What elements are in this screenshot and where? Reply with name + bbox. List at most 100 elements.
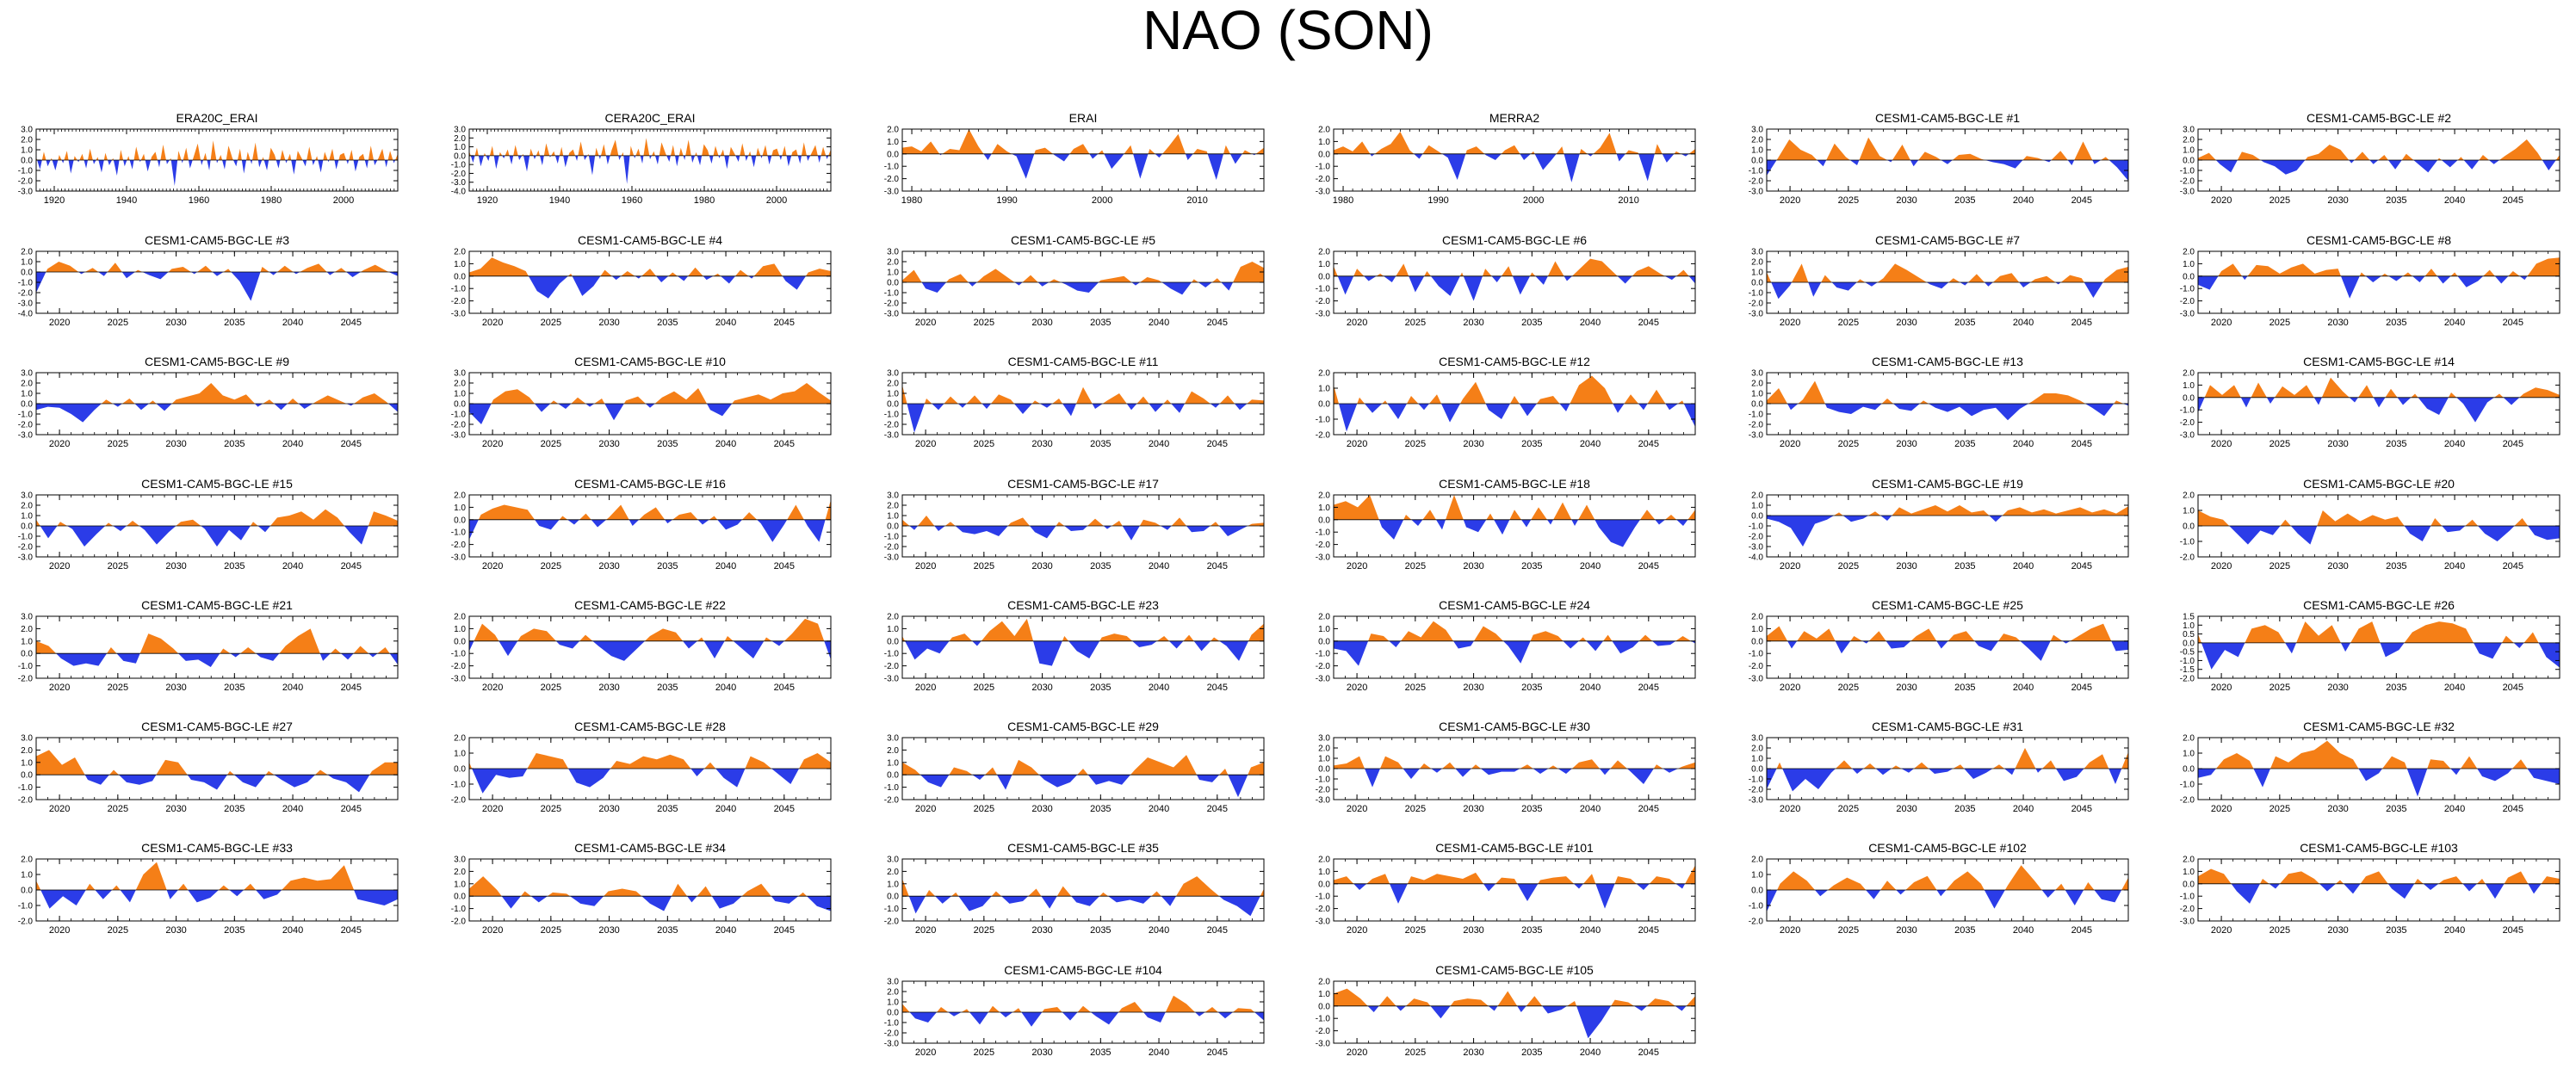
- x-tick-label: 2030: [165, 561, 186, 572]
- x-tick-label: 2025: [974, 318, 994, 328]
- x-tick-label: 2035: [2386, 925, 2406, 936]
- x-tick-label: 2030: [1031, 804, 1052, 814]
- y-tick-label: -1.5: [2180, 665, 2195, 675]
- x-tick-label: 2020: [2211, 318, 2232, 328]
- x-tick-label: 2035: [1954, 318, 1975, 328]
- panel-title: CESM1-CAM5-BGC-LE #105: [1435, 963, 1594, 977]
- y-tick-label: 0.0: [454, 637, 466, 646]
- positive-area: [478, 499, 831, 520]
- y-tick-label: -2.0: [2180, 297, 2195, 306]
- x-tick-label: 2040: [1149, 561, 1169, 572]
- y-tick-label: -1.0: [451, 905, 467, 914]
- x-tick-label: 2040: [2444, 439, 2465, 449]
- x-tick-label: 2035: [1954, 195, 1975, 206]
- y-tick-label: -2.0: [18, 177, 34, 187]
- panel-frame: [2197, 372, 2561, 436]
- figure-title: NAO (SON): [1142, 0, 1434, 61]
- x-tick-label: 2025: [974, 683, 994, 693]
- y-tick-label: -1.0: [1749, 289, 1764, 299]
- x-tick-label: 2045: [341, 804, 362, 814]
- y-tick-label: -2.0: [1316, 541, 1331, 550]
- positive-area: [36, 628, 398, 654]
- y-tick-label: 0.0: [1318, 637, 1330, 646]
- x-tick-label: 2045: [2071, 439, 2092, 449]
- y-tick-label: -2.0: [2180, 553, 2195, 563]
- x-tick-label: 2035: [224, 561, 245, 572]
- x-tick-label: 2030: [2327, 195, 2348, 206]
- nao-panel: CESM1-CAM5-BGC-LE #31 3.02.01.00.0-1.0-2.…: [1749, 720, 2129, 814]
- x-tick-label: 2030: [165, 318, 186, 328]
- y-tick-label: 2.0: [2183, 734, 2195, 744]
- y-tick-label: -2.0: [884, 1029, 900, 1039]
- x-tick-label: 2045: [1638, 683, 1659, 693]
- y-tick-label: 0.5: [2183, 630, 2195, 640]
- y-tick-label: 2.0: [887, 380, 899, 389]
- negative-area: [470, 155, 829, 184]
- positive-area: [2204, 377, 2560, 398]
- x-tick-label: 2025: [1838, 804, 1859, 814]
- y-tick-label: 1.0: [454, 260, 466, 269]
- nao-panel: CESM1-CAM5-BGC-LE #9 3.02.01.00.0-1.0-2.0…: [18, 355, 399, 449]
- y-tick-label: 1.0: [2183, 260, 2195, 269]
- negative-area: [1767, 282, 2128, 300]
- y-tick-label: 0.0: [1318, 516, 1330, 525]
- negative-area: [902, 526, 1264, 541]
- y-tick-label: 3.0: [454, 126, 466, 135]
- nao-panel: CESM1-CAM5-BGC-LE #35 3.0 2.0 1.0 0.0 -1.0 -2.…: [884, 841, 1265, 936]
- nao-panel: CESM1-CAM5-BGC-LE #32 2.0 1.0 0.0 -1.0 -2.0 20…: [2180, 720, 2561, 814]
- positive-area: [469, 753, 831, 769]
- negative-area: [36, 890, 398, 909]
- x-tick-label: 2035: [657, 683, 678, 693]
- y-tick-label: 1.0: [1751, 755, 1763, 764]
- negative-area: [1334, 640, 1695, 666]
- y-tick-label: -3.0: [884, 675, 900, 684]
- positive-area: [36, 262, 398, 272]
- panel-frame: [1333, 858, 1696, 922]
- positive-area: [1368, 621, 1692, 641]
- y-tick-label: -2.0: [1749, 421, 1764, 430]
- y-tick-label: -1.0: [18, 533, 34, 542]
- x-tick-label: 2045: [2503, 804, 2523, 814]
- x-tick-label: 2045: [2071, 195, 2092, 206]
- y-tick-label: 2.0: [887, 126, 899, 135]
- negative-area: [2198, 397, 2560, 423]
- x-tick-label: 2035: [224, 683, 245, 693]
- x-tick-label: 2000: [1523, 195, 1544, 206]
- y-tick-label: -1.0: [1316, 285, 1331, 294]
- x-tick-label: 2040: [2013, 925, 2034, 936]
- y-tick-label: 2.0: [454, 613, 466, 622]
- y-tick-label: 2.0: [1318, 248, 1330, 257]
- nao-panel: CESM1-CAM5-BGC-LE #25 2.0 1.0 0.0 -1.0 -2.0 -3…: [1749, 598, 2129, 693]
- y-tick-label: 0.0: [1751, 512, 1763, 522]
- x-tick-label: 2020: [482, 683, 503, 693]
- x-tick-label: 2000: [333, 195, 354, 206]
- y-tick-label: 1.0: [21, 758, 33, 768]
- x-tick-label: 2025: [1405, 804, 1426, 814]
- y-tick-label: -3.0: [884, 1040, 900, 1049]
- negative-area: [1370, 153, 1689, 182]
- y-tick-label: 2.0: [887, 613, 899, 622]
- y-tick-label: -1.0: [884, 783, 900, 793]
- x-tick-label: 2040: [715, 561, 736, 572]
- x-tick-label: 2035: [224, 804, 245, 814]
- y-tick-label: -3.0: [451, 178, 467, 188]
- x-tick-label: 2030: [165, 804, 186, 814]
- x-tick-label: 2035: [1954, 683, 1975, 693]
- y-tick-label: 0.0: [887, 771, 899, 781]
- y-tick-label: -1.0: [1316, 163, 1331, 172]
- x-tick-label: 2040: [2013, 318, 2034, 328]
- x-tick-label: 2020: [915, 683, 936, 693]
- x-tick-label: 2020: [482, 439, 503, 449]
- positive-area: [1334, 988, 1695, 1006]
- panel-title: CESM1-CAM5-BGC-LE #2: [2307, 111, 2451, 125]
- x-tick-label: 2045: [2071, 925, 2092, 936]
- y-tick-label: 2.0: [454, 248, 466, 257]
- y-tick-label: 2.0: [2183, 856, 2195, 865]
- y-tick-label: -2.0: [1749, 918, 1764, 927]
- x-tick-label: 2020: [49, 318, 70, 328]
- positive-area: [1767, 380, 2128, 404]
- panel-frame: [1333, 980, 1696, 1044]
- y-tick-label: -2.0: [884, 543, 900, 553]
- x-tick-label: 2025: [2269, 439, 2290, 449]
- y-tick-label: 1.0: [1318, 260, 1330, 269]
